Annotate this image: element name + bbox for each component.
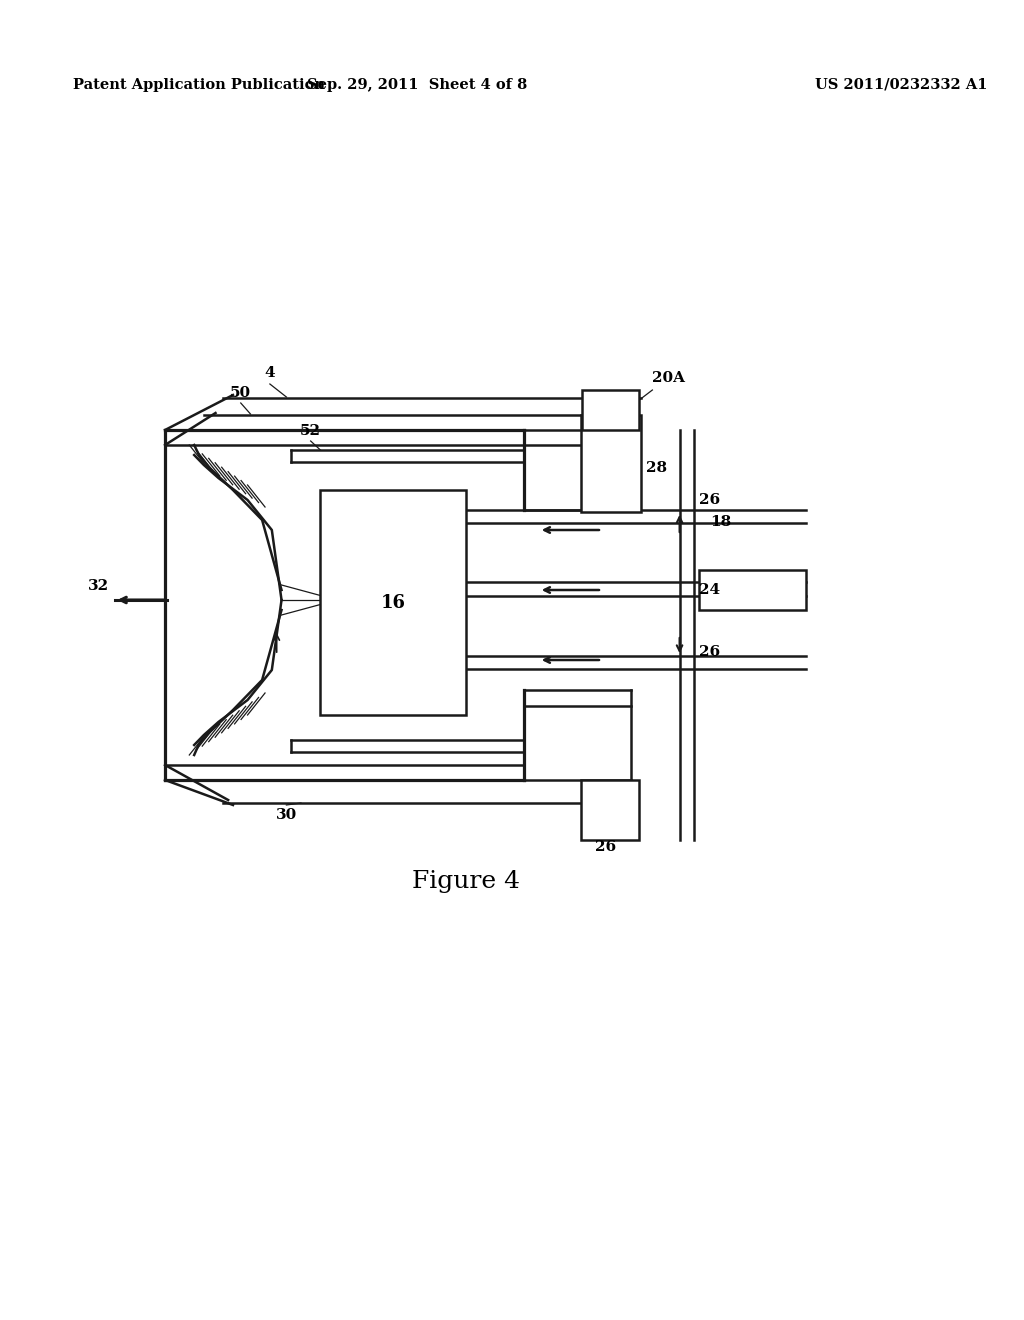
Text: 30: 30	[275, 808, 297, 822]
Bar	[583, 389, 639, 430]
Bar	[699, 570, 806, 610]
Text: 18: 18	[711, 515, 732, 529]
Text: 24: 24	[699, 583, 720, 597]
Bar	[581, 414, 641, 512]
Bar	[581, 780, 639, 840]
Text: Patent Application Publication: Patent Application Publication	[73, 78, 325, 92]
Text: US 2011/0232332 A1: US 2011/0232332 A1	[815, 78, 988, 92]
Text: Figure 4: Figure 4	[412, 870, 520, 894]
Bar	[321, 490, 466, 715]
Text: 26: 26	[595, 840, 616, 854]
Text: 28: 28	[645, 461, 667, 475]
Text: 32: 32	[88, 579, 109, 593]
Text: 50: 50	[230, 385, 251, 400]
Text: 26: 26	[699, 492, 720, 507]
Text: Sep. 29, 2011  Sheet 4 of 8: Sep. 29, 2011 Sheet 4 of 8	[307, 78, 527, 92]
Text: 16: 16	[381, 594, 406, 611]
Text: 4: 4	[264, 366, 275, 380]
Text: 20A: 20A	[652, 371, 685, 385]
Text: 26: 26	[699, 645, 720, 659]
Text: 52: 52	[300, 424, 322, 438]
